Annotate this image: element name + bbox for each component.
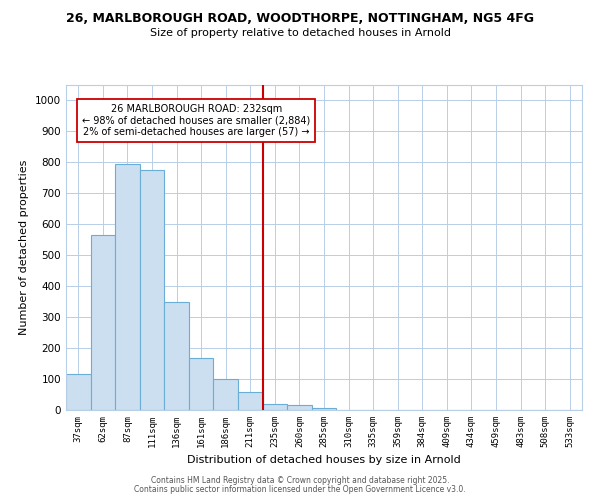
Bar bbox=[189, 358, 214, 410]
Text: 26 MARLBOROUGH ROAD: 232sqm
← 98% of detached houses are smaller (2,884)
2% of s: 26 MARLBOROUGH ROAD: 232sqm ← 98% of det… bbox=[82, 104, 310, 137]
Text: Contains public sector information licensed under the Open Government Licence v3: Contains public sector information licen… bbox=[134, 485, 466, 494]
Bar bbox=[91, 235, 115, 410]
Bar bbox=[214, 379, 238, 410]
Text: Contains HM Land Registry data © Crown copyright and database right 2025.: Contains HM Land Registry data © Crown c… bbox=[151, 476, 449, 485]
Text: Size of property relative to detached houses in Arnold: Size of property relative to detached ho… bbox=[149, 28, 451, 38]
Bar bbox=[312, 408, 336, 410]
Bar bbox=[140, 170, 164, 410]
Bar bbox=[287, 406, 312, 410]
Bar bbox=[66, 374, 91, 410]
Bar bbox=[238, 392, 263, 410]
Bar bbox=[263, 404, 287, 410]
Bar bbox=[164, 302, 189, 410]
Bar bbox=[115, 164, 140, 410]
Text: 26, MARLBOROUGH ROAD, WOODTHORPE, NOTTINGHAM, NG5 4FG: 26, MARLBOROUGH ROAD, WOODTHORPE, NOTTIN… bbox=[66, 12, 534, 26]
Y-axis label: Number of detached properties: Number of detached properties bbox=[19, 160, 29, 335]
X-axis label: Distribution of detached houses by size in Arnold: Distribution of detached houses by size … bbox=[187, 456, 461, 466]
